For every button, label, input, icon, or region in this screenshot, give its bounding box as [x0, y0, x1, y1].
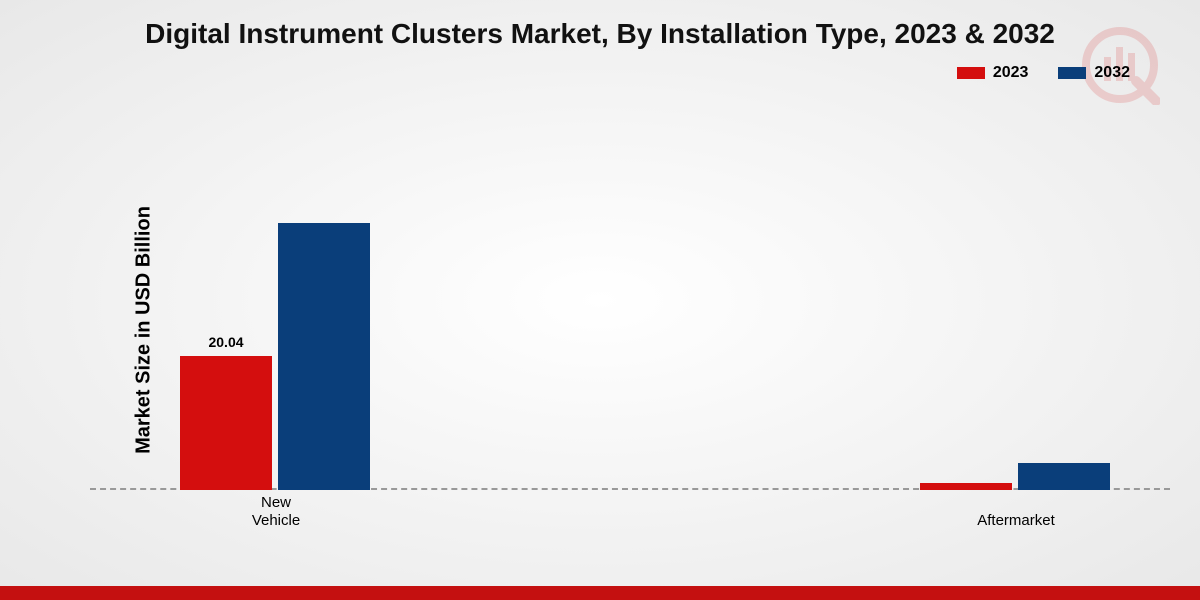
bar-group	[180, 223, 370, 490]
legend-swatch	[957, 67, 985, 79]
footer-accent-bar	[0, 586, 1200, 600]
legend: 2023 2032	[957, 64, 1130, 82]
chart-title: Digital Instrument Clusters Market, By I…	[0, 18, 1200, 50]
plot-area: 20.04New VehicleAftermarket	[90, 130, 1170, 530]
x-axis-label: New Vehicle	[252, 494, 300, 530]
bar	[278, 223, 370, 490]
bar	[1018, 463, 1110, 490]
x-axis-label: Aftermarket	[977, 512, 1055, 530]
bar	[180, 356, 272, 490]
legend-item: 2032	[1058, 64, 1130, 82]
bar-group	[920, 463, 1110, 490]
chart-container: Digital Instrument Clusters Market, By I…	[0, 0, 1200, 600]
legend-swatch	[1058, 67, 1086, 79]
legend-item: 2023	[957, 64, 1029, 82]
legend-label: 2032	[1094, 64, 1130, 82]
legend-label: 2023	[993, 64, 1029, 82]
bar	[920, 483, 1012, 490]
